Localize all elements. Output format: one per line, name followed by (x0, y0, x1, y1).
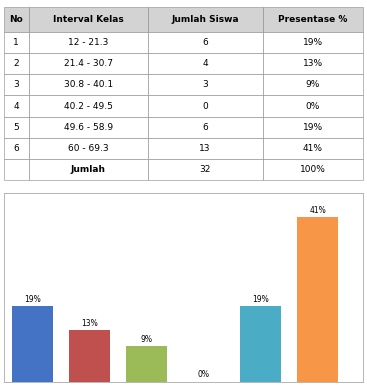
Bar (297, 217, 338, 382)
Text: 9%: 9% (141, 335, 152, 344)
Bar (12, 306, 53, 382)
Text: 13%: 13% (81, 319, 98, 328)
Bar (126, 346, 167, 382)
Text: 41%: 41% (309, 206, 326, 215)
Bar (240, 306, 281, 382)
Text: 19%: 19% (252, 295, 269, 304)
Text: 0%: 0% (197, 370, 210, 379)
Bar (69, 330, 110, 382)
Text: 19%: 19% (24, 295, 41, 304)
